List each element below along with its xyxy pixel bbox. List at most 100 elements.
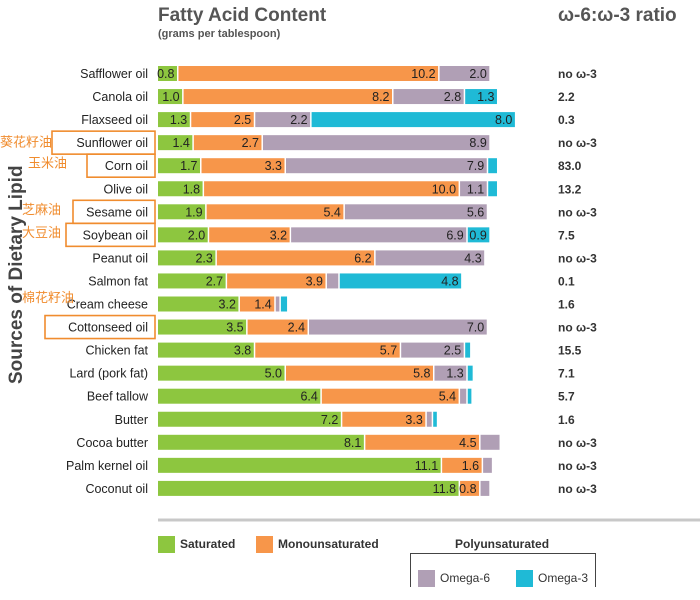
bar-value-label: 5.4 — [439, 390, 456, 404]
bar-saturated — [158, 434, 364, 450]
bar-value-label: 10.0 — [432, 182, 456, 196]
bar-value-label: 2.7 — [206, 274, 223, 288]
annotation-label: 葵花籽油 — [0, 135, 52, 151]
annotation-label: 芝麻油 — [22, 202, 61, 218]
category-label: Palm kernel oil — [66, 459, 148, 473]
bar-saturated — [158, 273, 226, 289]
bar-monounsaturated — [216, 250, 375, 266]
ratio-value: 1.6 — [558, 298, 575, 312]
bar-omega6 — [326, 273, 339, 289]
ratio-value: no ω-3 — [558, 321, 597, 335]
bar-saturated — [158, 457, 441, 473]
legend-label-omega6: Omega-6 — [440, 571, 491, 585]
bar-omega6 — [262, 135, 490, 151]
polyunsaturated-bracket — [410, 553, 596, 554]
bar-value-label: 1.6 — [462, 459, 479, 473]
bar-monounsaturated — [286, 365, 433, 381]
bar-value-label: 5.7 — [380, 344, 397, 358]
bar-value-label: 1.3 — [446, 367, 463, 381]
bar-saturated — [158, 411, 341, 427]
bar-value-label: 5.0 — [265, 367, 282, 381]
bar-monounsaturated — [255, 342, 400, 358]
bar-value-label: 1.1 — [467, 182, 484, 196]
highlight-box — [44, 314, 156, 340]
bar-omega6 — [275, 296, 280, 312]
highlight-box — [65, 222, 156, 248]
ratio-value: 7.1 — [558, 367, 575, 381]
legend-swatch-saturated — [158, 536, 175, 553]
bar-saturated — [158, 158, 201, 174]
bar-monounsaturated — [239, 296, 275, 312]
bar-saturated — [158, 388, 321, 404]
bar-monounsaturated — [201, 158, 285, 174]
bar-omega3 — [488, 158, 497, 174]
bar-monounsaturated — [227, 273, 326, 289]
ratio-value: 83.0 — [558, 159, 582, 173]
bar-value-label: 2.3 — [195, 251, 212, 265]
bar-value-label: 3.9 — [306, 274, 323, 288]
bar-omega6 — [375, 250, 485, 266]
bar-value-label: 8.2 — [372, 90, 389, 104]
bar-omega3 — [465, 342, 471, 358]
ratio-value: 7.5 — [558, 228, 575, 242]
bar-value-label: 7.2 — [321, 413, 338, 427]
bar-value-label: 2.4 — [288, 321, 305, 335]
ratio-value: no ω-3 — [558, 67, 597, 81]
bar-saturated — [158, 319, 247, 335]
ratio-value: 0.3 — [558, 113, 575, 127]
bar-omega3 — [467, 388, 472, 404]
bar-value-label: 0.8 — [459, 482, 476, 496]
bar-monounsaturated — [206, 204, 344, 220]
chart-title: Fatty Acid Content — [158, 5, 327, 26]
bar-saturated — [158, 250, 216, 266]
bar-omega3 — [467, 227, 490, 243]
bar-monounsaturated — [193, 135, 262, 151]
bar-monounsaturated — [209, 227, 290, 243]
bar-omega6 — [480, 480, 490, 496]
bar-value-label: 3.3 — [405, 413, 422, 427]
bar-omega6 — [401, 342, 464, 358]
bar-value-label: 0.8 — [157, 67, 174, 81]
bar-value-label: 8.1 — [344, 436, 361, 450]
bar-value-label: 2.0 — [188, 228, 205, 242]
bar-omega6 — [286, 158, 487, 174]
legend-label-monounsaturated: Monounsaturated — [278, 537, 379, 551]
bar-monounsaturated — [460, 480, 480, 496]
bar-monounsaturated — [183, 89, 393, 105]
bar-omega6 — [255, 112, 311, 128]
bar-saturated — [158, 204, 206, 220]
bar-saturated — [158, 227, 208, 243]
polyunsaturated-bracket-right — [595, 553, 596, 587]
bar-saturated — [158, 66, 177, 81]
highlight-box — [86, 153, 156, 178]
ratio-column-title: ω-6:ω-3 ratio — [558, 5, 677, 26]
bar-monounsaturated — [321, 388, 459, 404]
legend-swatch-omega6 — [418, 570, 435, 587]
bar-omega6 — [480, 434, 500, 450]
legend-label-omega3: Omega-3 — [538, 571, 589, 585]
bar-value-label: 2.5 — [444, 344, 461, 358]
category-label: Chicken fat — [85, 344, 148, 358]
bar-value-label: 6.2 — [354, 251, 371, 265]
category-label: Canola oil — [92, 90, 148, 104]
bar-value-label: 8.0 — [495, 113, 512, 127]
bar-value-label: 1.4 — [254, 298, 271, 312]
category-label: Corn oil — [105, 159, 148, 173]
annotation-label: 大豆油 — [22, 226, 61, 241]
bar-value-label: 2.2 — [290, 113, 307, 127]
ratio-value: no ω-3 — [558, 136, 597, 150]
bar-omega3 — [339, 273, 462, 289]
bar-omega6 — [460, 388, 467, 404]
bar-value-label: 4.3 — [464, 251, 481, 265]
bar-value-label: 11.8 — [433, 482, 456, 496]
chart-subtitle: (grams per tablespoon) — [158, 28, 281, 40]
bar-value-label: 3.3 — [265, 159, 282, 173]
bar-value-label: 1.4 — [172, 136, 189, 150]
bar-saturated — [158, 480, 459, 496]
bar-omega6 — [393, 89, 464, 105]
bar-omega3 — [465, 89, 497, 105]
ratio-value: 1.6 — [558, 413, 575, 427]
bar-omega6 — [291, 227, 467, 243]
bar-saturated — [158, 296, 239, 312]
